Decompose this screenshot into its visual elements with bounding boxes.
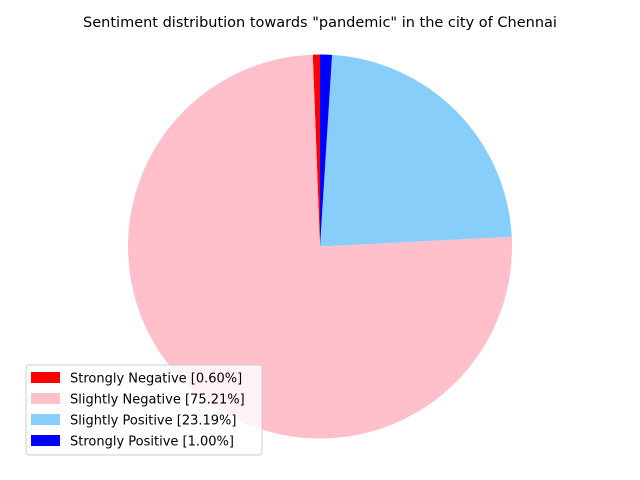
- pie-slice-3: [320, 54, 333, 247]
- chart-title: Sentiment distribution towards "pandemic…: [83, 15, 557, 31]
- legend-swatch-2: [31, 414, 60, 425]
- pie-slices: [128, 54, 512, 439]
- legend-swatch-0: [31, 372, 60, 383]
- legend-label-1: Slightly Negative [75.21%]: [70, 393, 245, 408]
- pie-slice-1: [128, 54, 512, 439]
- legend: Strongly Negative [0.60%] Slightly Negati…: [25, 364, 263, 456]
- legend-label-3: Strongly Positive [1.00%]: [70, 435, 234, 450]
- legend-frame: [25, 364, 263, 456]
- legend-swatch-1: [31, 393, 60, 404]
- legend-swatch-3: [31, 435, 60, 446]
- legend-label-2: Slightly Positive [23.19%]: [70, 414, 236, 429]
- pie-slice-2: [320, 54, 512, 247]
- pie-slice-0: [312, 54, 320, 247]
- legend-label-0: Strongly Negative [0.60%]: [70, 372, 242, 387]
